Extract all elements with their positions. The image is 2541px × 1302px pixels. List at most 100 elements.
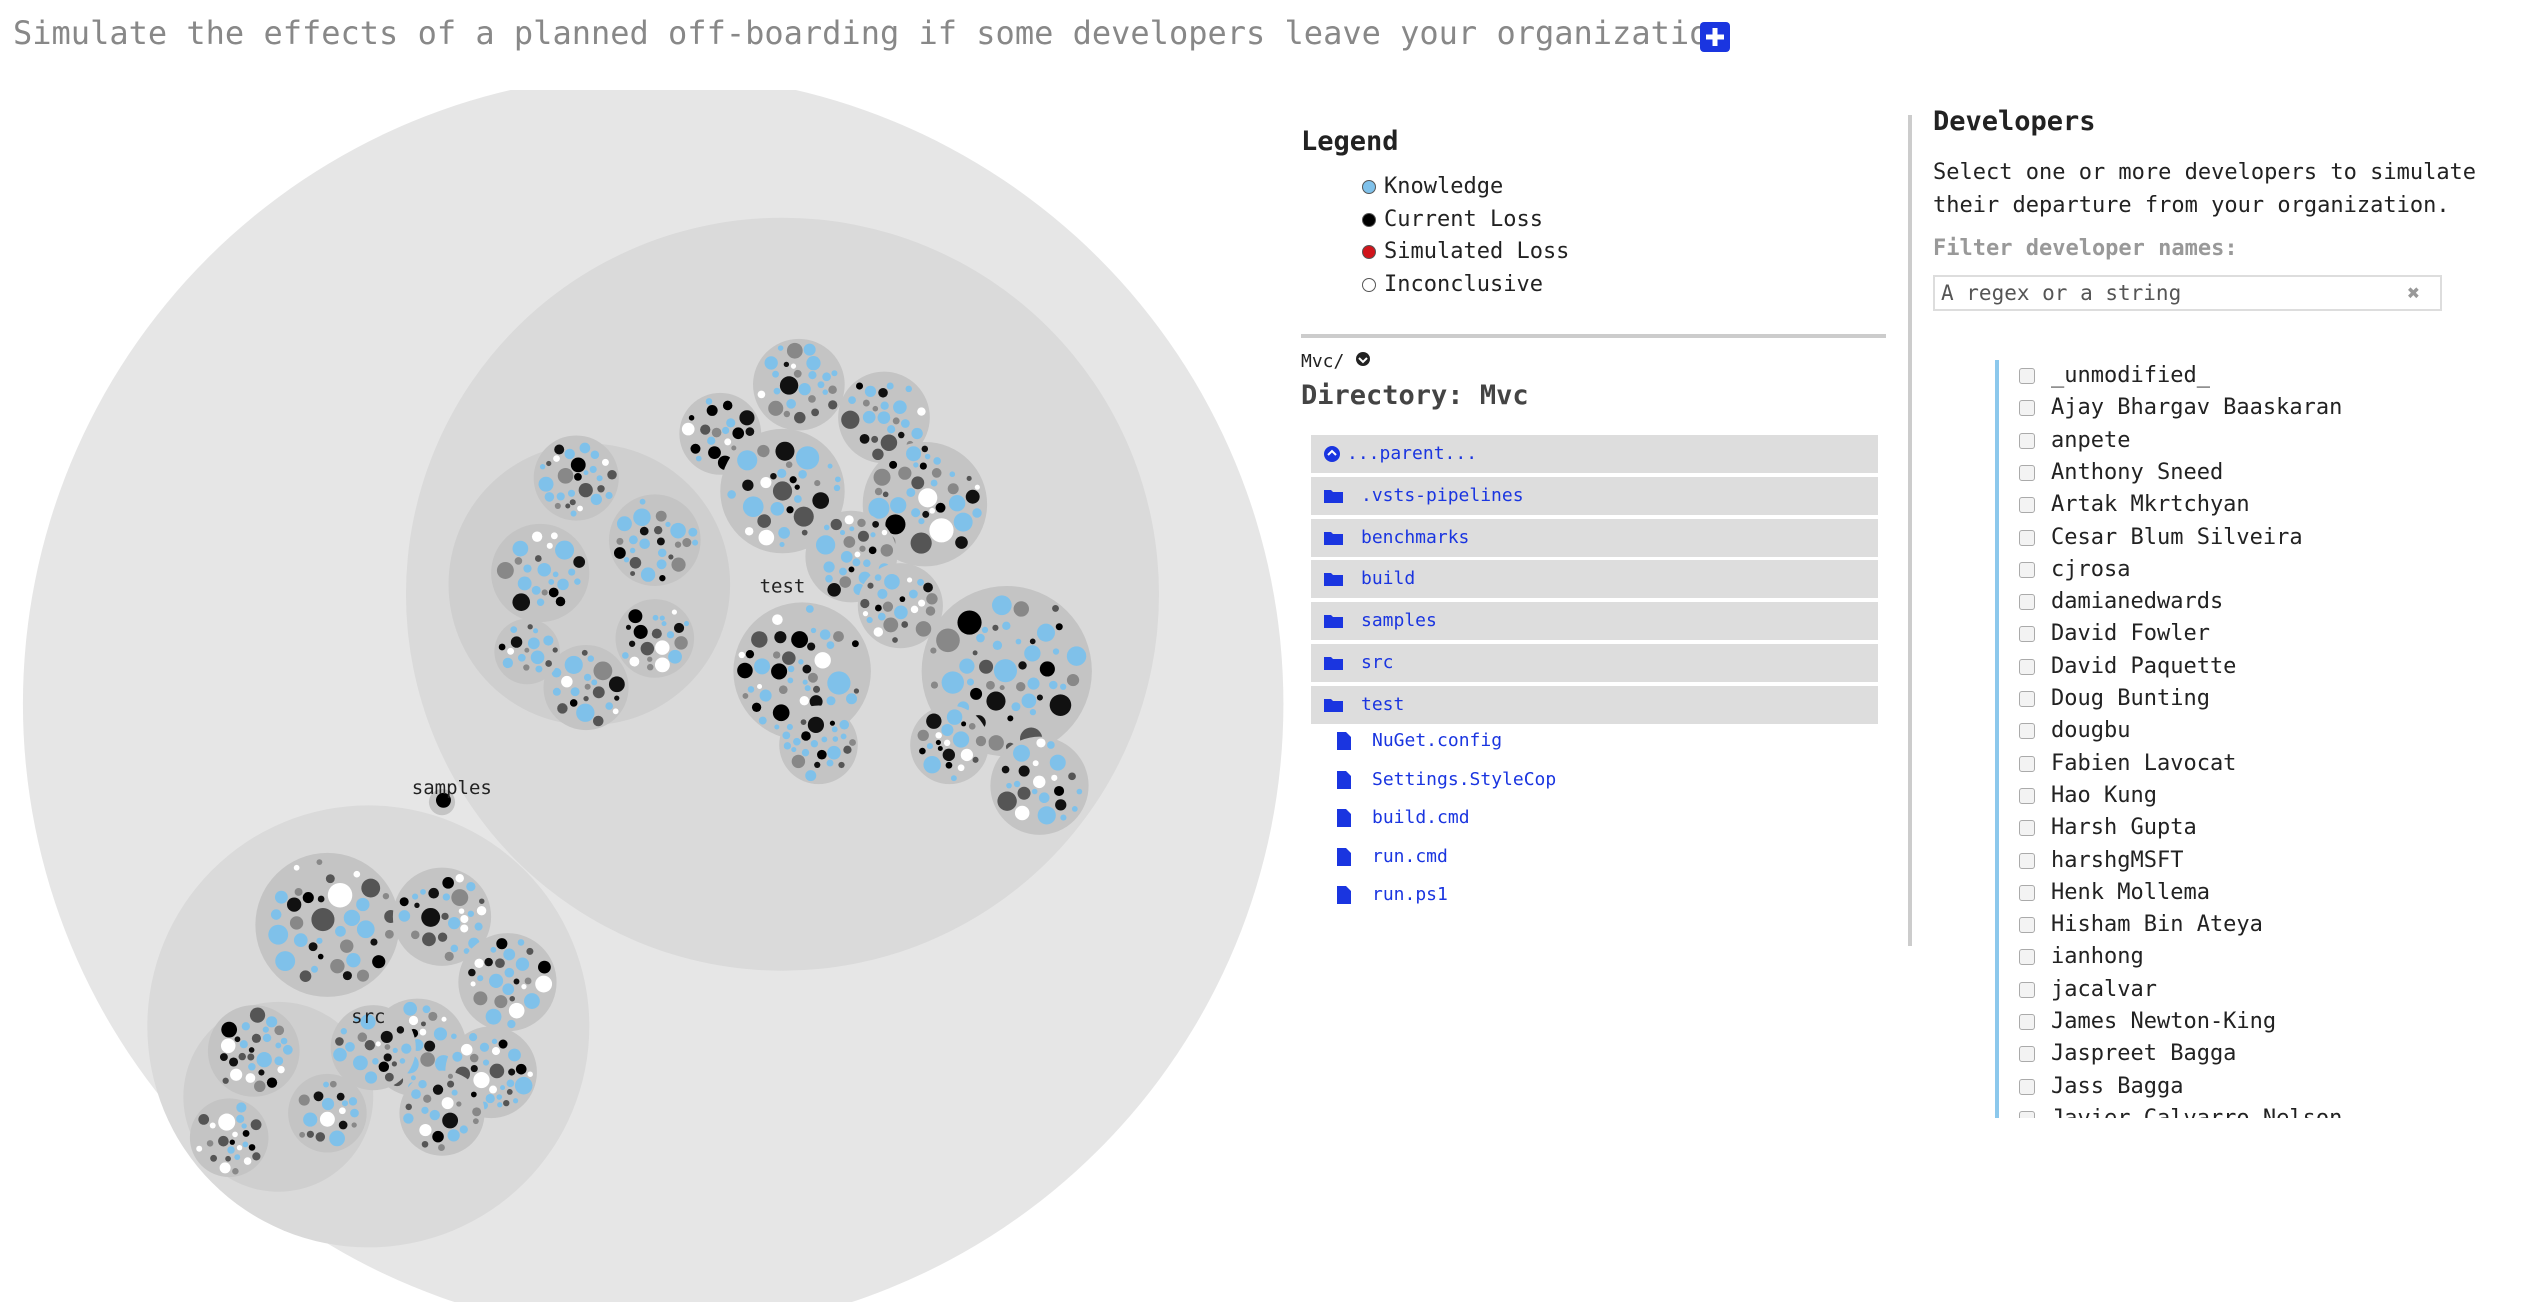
folder-row[interactable]: ...parent... [1311,435,1878,473]
file-circle [809,695,823,709]
developer-row[interactable]: Jass Bagga [2019,1071,2183,1103]
checkbox[interactable] [2019,1078,2035,1095]
developer-row[interactable]: Fabien Lavocat [2019,748,2236,780]
developer-row[interactable]: James Newton-King [2019,1006,2276,1038]
legend-label: Inconclusive [1384,271,1543,297]
developer-row[interactable]: Ajay Bhargav Baaskaran [2019,392,2342,424]
developer-row[interactable]: ianhong [2019,941,2144,973]
checkbox[interactable] [2019,658,2035,675]
checkbox[interactable] [2019,400,2035,417]
checkbox[interactable] [2019,594,2035,611]
file-circle [922,510,930,518]
file-circle [313,1091,324,1102]
file-circle [831,726,838,733]
checkbox[interactable] [2019,626,2035,643]
checkbox[interactable] [2019,529,2035,546]
developer-row[interactable]: Hisham Bin Ateya [2019,909,2263,941]
file-circle [537,562,552,577]
checkbox[interactable] [2019,787,2035,804]
developer-row[interactable]: Cesar Blum Silveira [2019,522,2303,554]
file-row[interactable]: run.ps1 [1336,883,1448,907]
knowledge-map[interactable]: test samples src [0,90,1290,1302]
checkbox[interactable] [2019,917,2035,934]
file-circle [1002,621,1011,631]
file-circle [596,475,603,482]
checkbox[interactable] [2019,1014,2035,1030]
clear-button[interactable]: ✖ [2407,281,2420,305]
file-circle [1076,788,1083,795]
developer-row[interactable]: anpete [2019,425,2130,457]
filter-input[interactable]: A regex or a string ✖ [1933,275,2442,311]
file-circle [329,1080,337,1088]
checkbox[interactable] [2019,723,2035,740]
developer-name: Hisham Bin Ateya [2051,912,2263,938]
developer-row[interactable]: David Paquette [2019,651,2236,683]
checkbox[interactable] [2019,368,2035,384]
file-circle [551,667,562,678]
developer-row[interactable]: _unmodified_ [2019,360,2210,392]
checkbox[interactable] [2019,432,2035,449]
file-circle [936,628,960,653]
checkbox[interactable] [2019,561,2035,578]
checkbox[interactable] [2019,1110,2035,1118]
file-circle [918,518,925,525]
developer-row[interactable]: Harsh Gupta [2019,812,2197,844]
file-circle [886,382,894,390]
checkbox[interactable] [2019,884,2035,901]
file-circle [931,468,942,478]
file-circle [341,1100,349,1107]
file-circle [470,981,476,987]
checkbox[interactable] [2019,820,2035,837]
file-row[interactable]: run.cmd [1336,845,1448,869]
folder-row[interactable]: samples [1311,602,1878,641]
folder-row[interactable]: test [1311,685,1878,724]
checkbox[interactable] [2019,949,2035,966]
folder-row[interactable]: src [1311,644,1878,682]
folder-row[interactable]: build [1311,560,1878,599]
file-circle [628,535,638,545]
file-circle [396,1026,405,1034]
folder-row[interactable]: .vsts-pipelines [1311,476,1878,515]
developer-row[interactable]: Anthony Sneed [2019,457,2223,489]
file-circle [900,419,910,428]
file-circle [437,932,448,942]
checkbox[interactable] [2019,497,2035,514]
developer-row[interactable]: David Fowler [2019,618,2210,650]
developer-row[interactable]: harshgMSFT [2019,845,2183,877]
developer-row[interactable]: Jaspreet Bagga [2019,1038,2236,1070]
file-circle [498,643,506,651]
developer-row[interactable]: cjrosa [2019,554,2130,586]
file-circle [918,599,926,607]
checkbox[interactable] [2019,981,2035,998]
file-circle [433,1027,448,1041]
file-row[interactable]: build.cmd [1336,806,1470,830]
file-circle [420,1021,426,1027]
file-circle [451,1089,458,1096]
developer-row[interactable]: dougbu [2019,715,2130,747]
developer-row[interactable]: Artak Mkrtchyan [2019,489,2250,521]
file-circle [779,541,785,547]
checkbox[interactable] [2019,852,2035,869]
developer-row[interactable]: damianedwards [2019,586,2223,618]
file-circle [786,506,794,514]
developer-row[interactable]: Henk Mollema [2019,877,2210,909]
breadcrumb[interactable]: Mvc/ [1301,351,1371,372]
file-circle [330,958,345,974]
developer-row[interactable]: Hao Kung [2019,780,2157,812]
developer-row[interactable]: jacalvar [2019,974,2157,1006]
checkbox[interactable] [2019,755,2035,772]
file-circle [1013,744,1030,762]
file-circle [248,1144,256,1151]
file-circle [319,1111,335,1127]
checkbox[interactable] [2019,464,2035,481]
add-button[interactable] [1700,22,1730,52]
file-row[interactable]: NuGet.config [1336,729,1502,753]
developer-row[interactable]: Javier Calvarro Nelson [2019,1103,2342,1118]
checkbox[interactable] [2019,691,2035,707]
file-row[interactable]: Settings.StyleCop [1336,768,1556,792]
checkbox[interactable] [2019,1046,2035,1063]
developer-row[interactable]: Doug Bunting [2019,683,2210,715]
file-circle [917,729,929,742]
file-circle [791,631,809,648]
folder-row[interactable]: benchmarks [1311,518,1878,557]
